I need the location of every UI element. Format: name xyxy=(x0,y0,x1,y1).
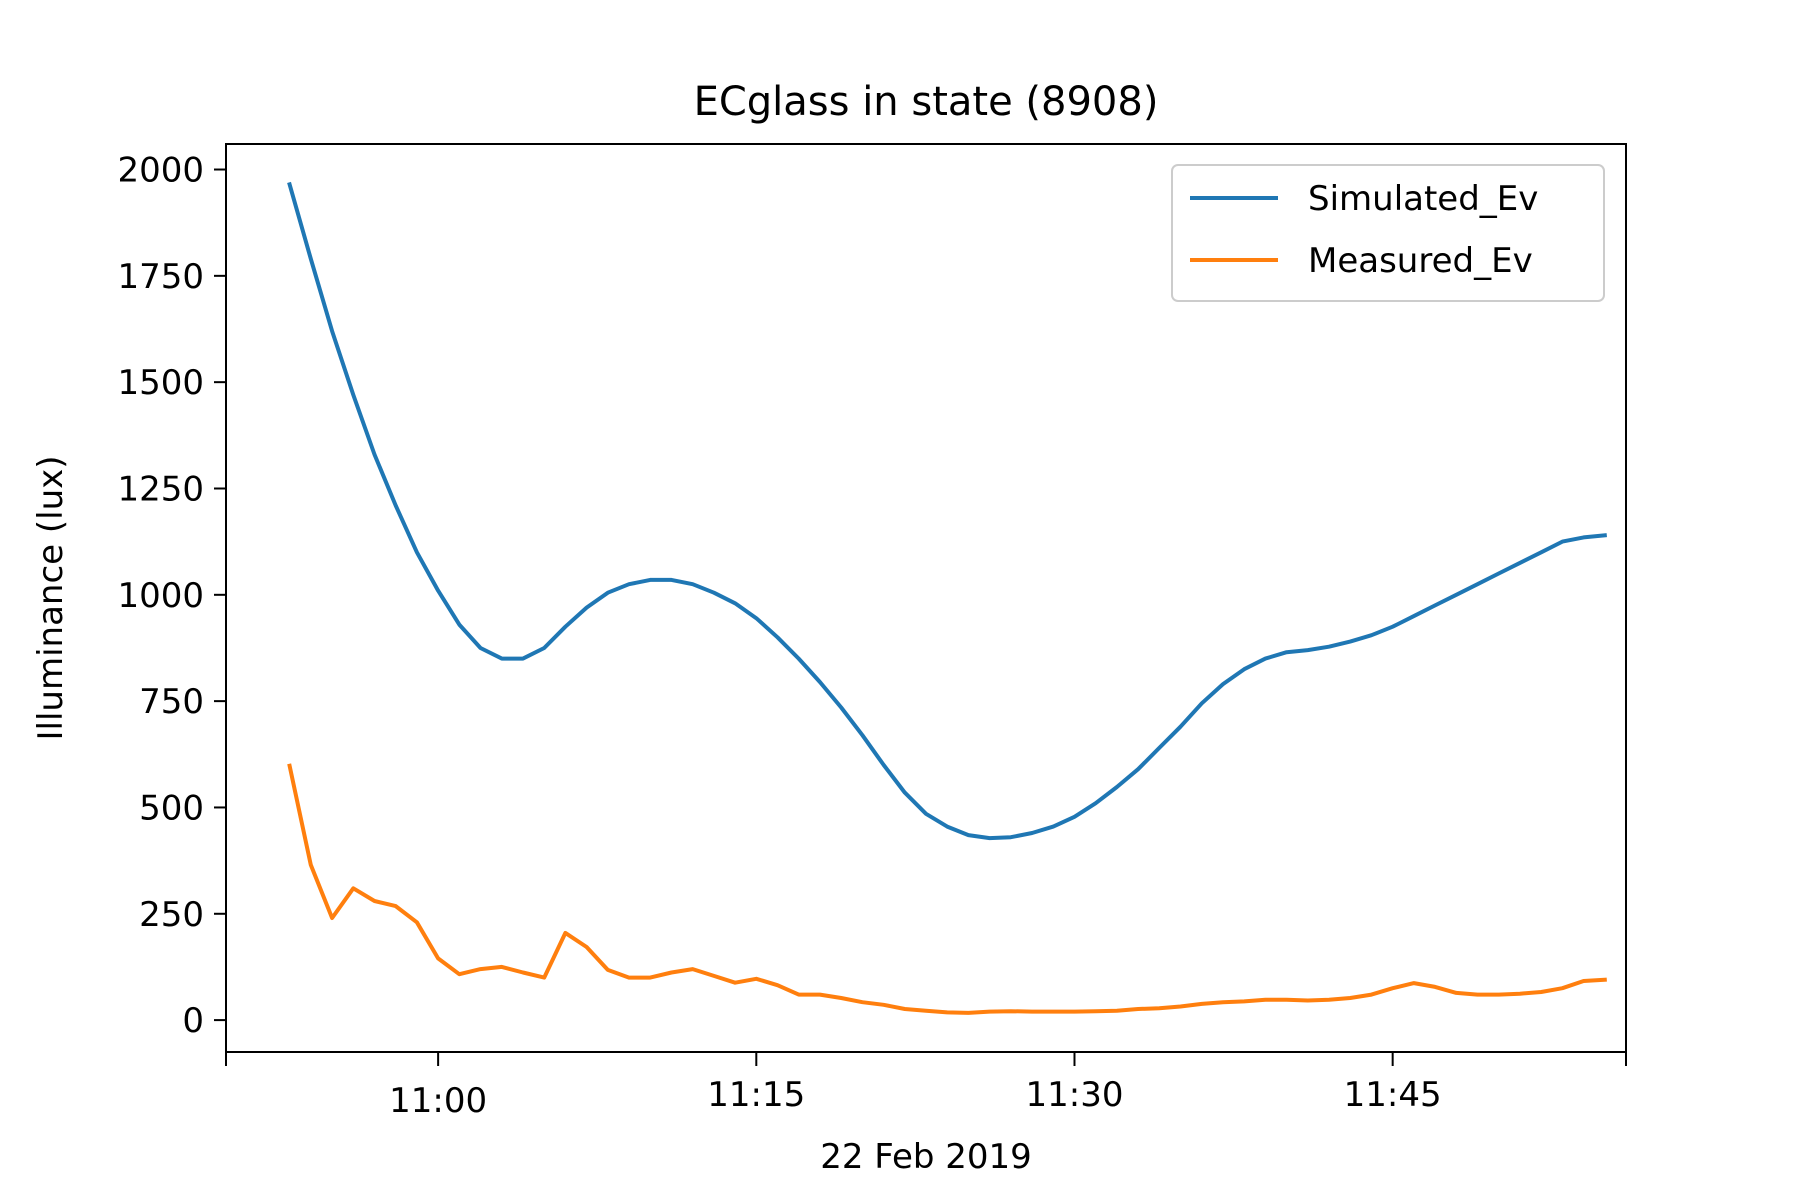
x-axis: 11:00 11:15 11:30 11:45 xyxy=(225,1052,1627,1121)
series-line-measured-ev xyxy=(287,763,1607,1015)
y-tick-label: 0 xyxy=(182,1001,204,1041)
x-axis-label: 22 Feb 2019 xyxy=(820,1137,1032,1177)
series-line-simulated-ev xyxy=(287,181,1607,841)
y-tick-label: 2000 xyxy=(117,151,204,191)
x-tick-label: 11:15 xyxy=(707,1075,805,1115)
legend: Simulated_Ev Measured_Ev xyxy=(1171,164,1605,302)
y-tick-label: 1500 xyxy=(117,363,204,403)
y-tick-label: 1250 xyxy=(117,469,204,509)
x-tick-label: 11:00 xyxy=(389,1081,487,1121)
y-tick-label: 1000 xyxy=(117,576,204,616)
chart-title: ECglass in state (8908) xyxy=(694,79,1159,125)
legend-label: Simulated_Ev xyxy=(1308,179,1538,219)
y-tick-label: 750 xyxy=(139,682,204,722)
y-axis-label: Illuminance (lux) xyxy=(31,455,71,740)
y-tick-label: 500 xyxy=(139,788,204,828)
y-axis: 0 250 500 750 1000 1250 1500 1750 2000 xyxy=(117,151,226,1041)
legend-box xyxy=(1171,164,1605,302)
y-tick-label: 250 xyxy=(139,895,204,935)
legend-label: Measured_Ev xyxy=(1308,241,1533,281)
plot-area-frame xyxy=(225,143,1627,1053)
x-tick-label: 11:45 xyxy=(1344,1075,1442,1115)
series-layer xyxy=(287,181,1607,1015)
y-tick-label: 1750 xyxy=(117,257,204,297)
x-tick-label: 11:30 xyxy=(1025,1075,1123,1115)
